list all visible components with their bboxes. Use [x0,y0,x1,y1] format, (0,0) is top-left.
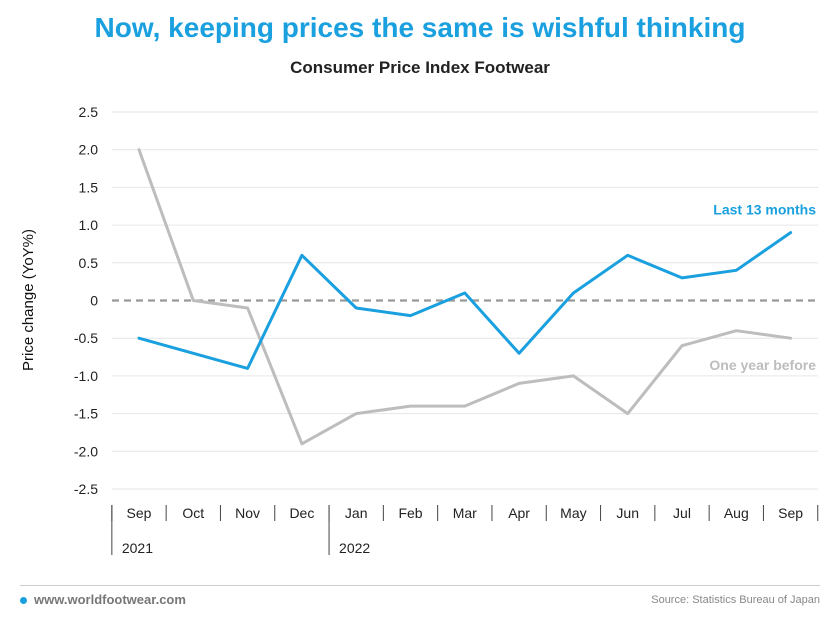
x-tick-label: Sep [778,505,803,521]
chart-title: Consumer Price Index Footwear [290,58,550,77]
x-tick-label: Jan [345,505,368,521]
y-tick-label: -2.0 [74,443,98,459]
x-axis: Sep Oct Nov Dec Jan Feb Mar Apr May Jun Jul Aug Sep 2… [111,505,819,556]
footer-bullet-icon [20,597,27,604]
headline: Now, keeping prices the same is wishful … [94,12,746,43]
series-lines: Last 13 months One year before [137,148,816,446]
year-label: 2021 [122,540,153,556]
y-tick-label: -1.0 [74,368,98,384]
y-tick-label: 1.5 [79,179,99,195]
x-tick-label: May [560,505,586,521]
y-axis-label: Price change (YoY%) [20,229,37,371]
year-label: 2022 [339,540,370,556]
y-tick-label: 0.5 [79,255,99,271]
y-tick-label: -1.5 [74,406,98,422]
series-line-one-year-before [137,148,793,446]
grid-lines [112,111,818,490]
series-line-last-13-months [137,231,793,370]
series-label: Last 13 months [713,202,816,218]
y-axis-ticks: 2.5 2.0 1.5 1.0 0.5 0 -0.5 -1.0 -1.5 -2.0 -2.5 [74,104,98,497]
y-tick-label: -2.5 [74,481,98,497]
y-tick-label: 2.0 [79,142,99,158]
x-tick-label: Jul [673,505,691,521]
y-tick-label: 2.5 [79,104,99,120]
x-tick-label: Feb [398,505,422,521]
y-tick-label: 1.0 [79,217,99,233]
footer-divider [20,585,820,586]
footer-source: Source: Statistics Bureau of Japan [651,594,820,606]
series-label: One year before [709,357,816,373]
x-tick-label: Aug [724,505,749,521]
y-tick-label: -0.5 [74,330,98,346]
x-tick-label: Mar [453,505,477,521]
x-tick-label: Oct [182,505,204,521]
y-tick-label: 0 [90,293,98,309]
line-chart: 2.5 2.0 1.5 1.0 0.5 0 -0.5 -1.0 -1.5 -2.0 -2.5 Sep… [20,104,819,556]
x-tick-label: Apr [508,505,530,521]
x-tick-label: Sep [127,505,152,521]
x-tick-label: Nov [235,505,260,521]
x-tick-label: Jun [616,505,639,521]
x-tick-label: Dec [289,505,314,521]
footer-site: www.worldfootwear.com [34,592,186,607]
